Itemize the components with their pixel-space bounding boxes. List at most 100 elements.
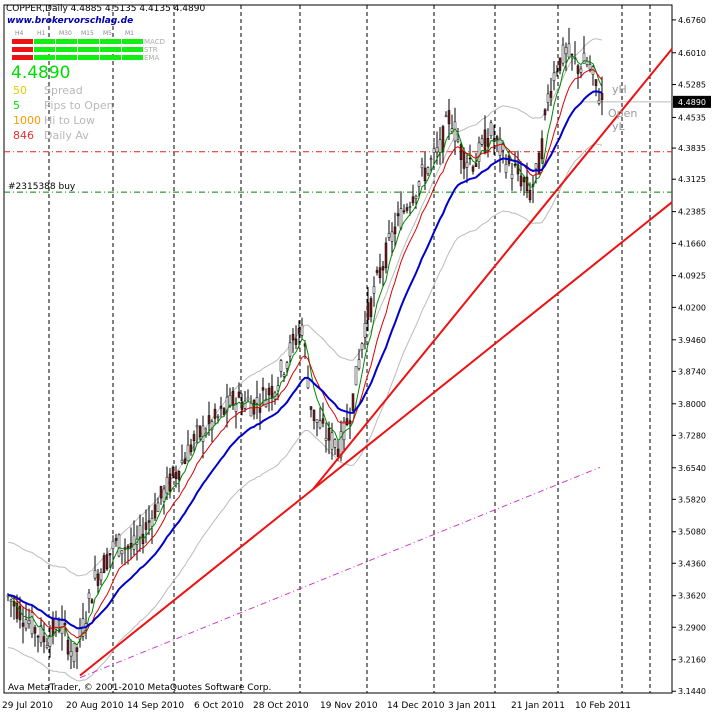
candle-body (324, 438, 328, 441)
timeframe-label: M30 (59, 30, 72, 37)
long-moving-average (79, 466, 601, 679)
candle-body (72, 643, 76, 662)
trendline (312, 48, 673, 490)
yesterday-low-label: yL (612, 120, 625, 133)
candle-body (546, 93, 550, 103)
candle-body (252, 400, 256, 415)
candle-body (42, 636, 46, 643)
candle-body (144, 522, 148, 530)
candle-body (177, 471, 181, 480)
signal-block (78, 55, 99, 60)
candle-body (108, 553, 112, 556)
price-tick-label: 3.2900 (678, 623, 706, 632)
candle-body (414, 195, 418, 199)
candle-body (318, 420, 322, 429)
candle-body (312, 409, 316, 421)
candle-body (51, 618, 55, 636)
candle-body (432, 148, 436, 154)
candle-body (180, 459, 184, 464)
candle-body (522, 177, 526, 183)
candle-body (297, 328, 301, 334)
candle-body (369, 298, 373, 317)
candles (6, 27, 604, 670)
copyright-text: Ava MetaTrader, © 2001-2010 MetaQuotes S… (8, 683, 272, 693)
candle-body (195, 425, 199, 428)
candle-body (450, 128, 454, 132)
stat-row: 1000 Hi to Low (13, 114, 95, 127)
time-tick-label: 10 Feb 2011 (575, 701, 631, 711)
candle-body (387, 233, 391, 238)
candle-body (156, 502, 160, 512)
price-tick-label: 3.3620 (678, 592, 706, 601)
trade-label: #2315388 buy (8, 182, 76, 192)
candle-body (366, 302, 370, 320)
price-tick-label: 4.1660 (678, 239, 706, 248)
candle-body (231, 391, 235, 406)
candle-body (408, 206, 412, 208)
candle-body (9, 599, 13, 602)
candle-body (429, 158, 433, 160)
candle-body (279, 360, 283, 372)
candle-body (150, 518, 154, 527)
candle-body (30, 612, 34, 635)
candle-body (120, 550, 124, 555)
candle-body (201, 425, 205, 442)
candle-body (396, 213, 400, 217)
candle-body (462, 150, 466, 169)
candle-body (585, 61, 589, 65)
price-tick-label: 4.6010 (678, 49, 706, 58)
candle-body (186, 444, 190, 462)
candle-body (93, 570, 97, 579)
signal-block (122, 39, 143, 44)
stat-label: Pips to Open (44, 99, 114, 112)
candle-body (333, 439, 337, 448)
candle-body (138, 525, 142, 538)
price-tick-label: 3.4360 (678, 559, 706, 568)
price-tick-label: 4.2385 (678, 208, 706, 217)
candle-body (453, 121, 457, 142)
candle-body (300, 324, 304, 336)
time-tick-label: 3 Jan 2011 (448, 701, 496, 711)
price-tick-label: 3.1440 (678, 687, 706, 696)
price-tick-label: 4.3125 (678, 175, 706, 184)
candle-body (309, 406, 313, 410)
trendline (312, 201, 673, 491)
candle-body (600, 93, 604, 100)
signal-block (78, 39, 99, 44)
indicator-label: STR (144, 46, 158, 54)
candle-body (360, 343, 364, 350)
candle-body (555, 71, 559, 73)
candle-body (426, 167, 430, 175)
candle-body (174, 472, 178, 479)
candle-body (561, 44, 565, 64)
signal-block (56, 55, 77, 60)
candle-body (327, 428, 331, 441)
price-axis: 4.6760 4.6010 4.5285 4.4535 4.3835 4.3125 4.23… (672, 16, 711, 696)
candle-body (423, 167, 427, 182)
candle-body (192, 434, 196, 442)
candle-body (393, 226, 397, 235)
candle-body (504, 163, 508, 173)
candle-body (261, 387, 265, 391)
candle-body (447, 110, 451, 125)
trendlines (79, 48, 673, 677)
candle-body (402, 210, 406, 213)
candle-body (480, 138, 484, 145)
candle-body (471, 166, 475, 172)
signal-block (34, 47, 55, 52)
candle-body (75, 647, 79, 652)
candle-body (528, 189, 532, 201)
slow-ma-line (7, 90, 603, 630)
stat-row: 846 Daily Av (13, 129, 89, 142)
candle-body (315, 419, 319, 423)
price-tick-label: 4.3835 (678, 144, 706, 153)
stat-value: 5 (13, 99, 20, 112)
candle-body (474, 163, 478, 167)
chart-title: COPPER,Daily 4.4885 4.5135 4.4135 4.4890 (6, 4, 206, 14)
moving-averages (7, 56, 603, 646)
website-link[interactable]: www.brokervorschlag.de (7, 16, 134, 26)
candle-body (24, 619, 28, 629)
candle-body (582, 52, 586, 64)
